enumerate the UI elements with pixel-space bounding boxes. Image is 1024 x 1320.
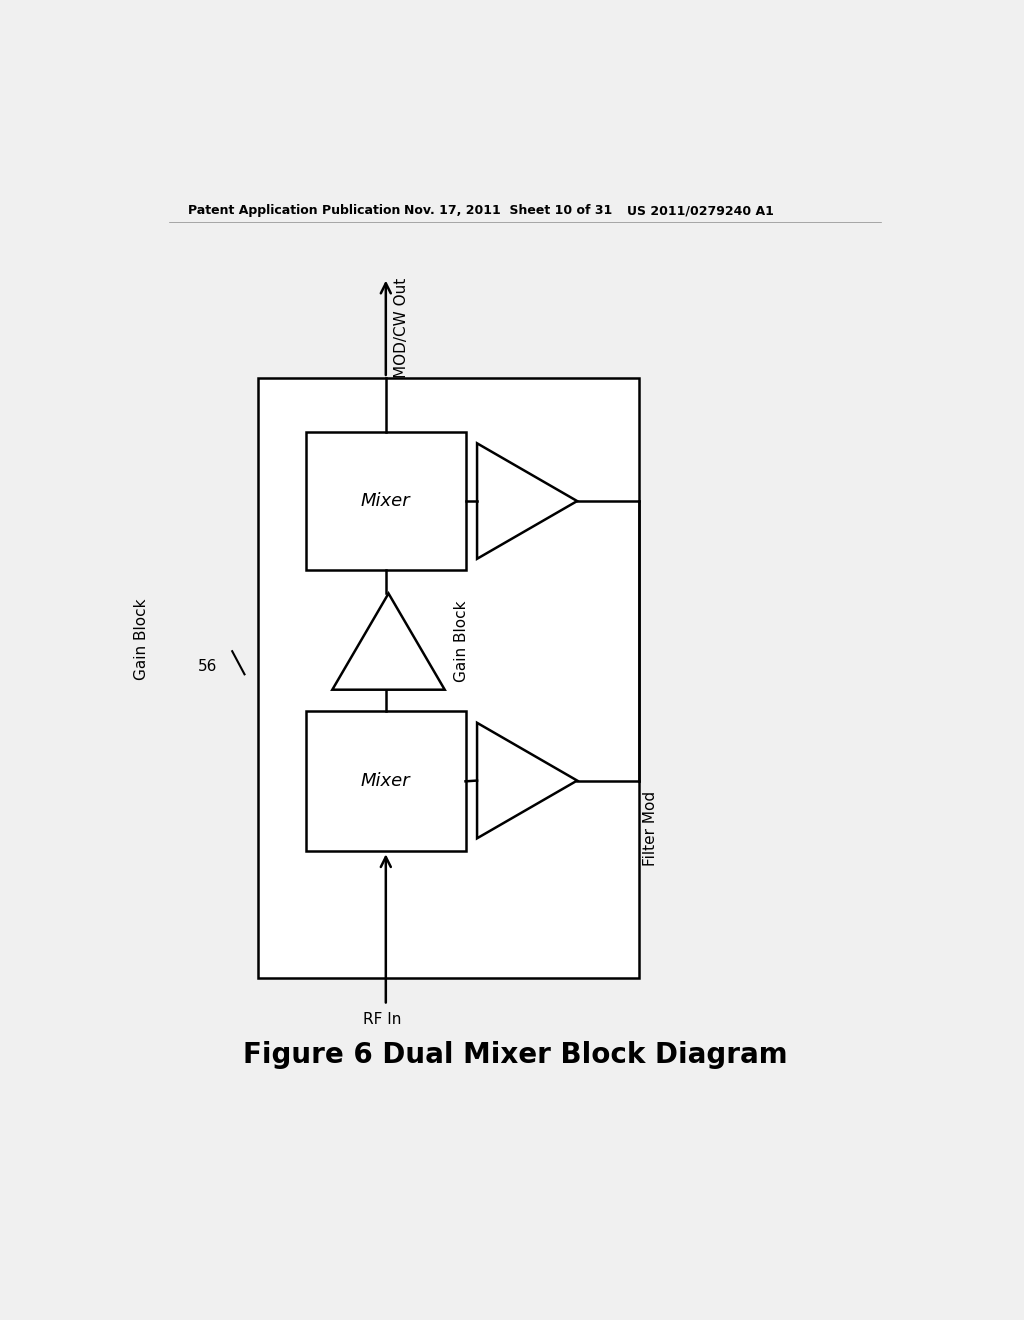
Polygon shape — [333, 594, 444, 689]
Text: Filter Mod: Filter Mod — [643, 791, 657, 866]
Text: Gain Block: Gain Block — [454, 601, 469, 682]
Polygon shape — [477, 444, 578, 558]
Text: 56: 56 — [198, 659, 217, 675]
Polygon shape — [477, 723, 578, 838]
Text: MOD/CW Out: MOD/CW Out — [393, 277, 409, 378]
Bar — [258, 378, 639, 978]
Text: Mixer: Mixer — [361, 772, 411, 791]
Text: Patent Application Publication: Patent Application Publication — [188, 205, 400, 218]
Bar — [306, 711, 466, 851]
Text: Figure 6 Dual Mixer Block Diagram: Figure 6 Dual Mixer Block Diagram — [244, 1041, 787, 1069]
Text: RF In: RF In — [362, 1011, 401, 1027]
Text: US 2011/0279240 A1: US 2011/0279240 A1 — [628, 205, 774, 218]
Text: Mixer: Mixer — [361, 492, 411, 510]
Text: Nov. 17, 2011  Sheet 10 of 31: Nov. 17, 2011 Sheet 10 of 31 — [403, 205, 612, 218]
Bar — [306, 432, 466, 570]
Text: Gain Block: Gain Block — [134, 599, 150, 680]
